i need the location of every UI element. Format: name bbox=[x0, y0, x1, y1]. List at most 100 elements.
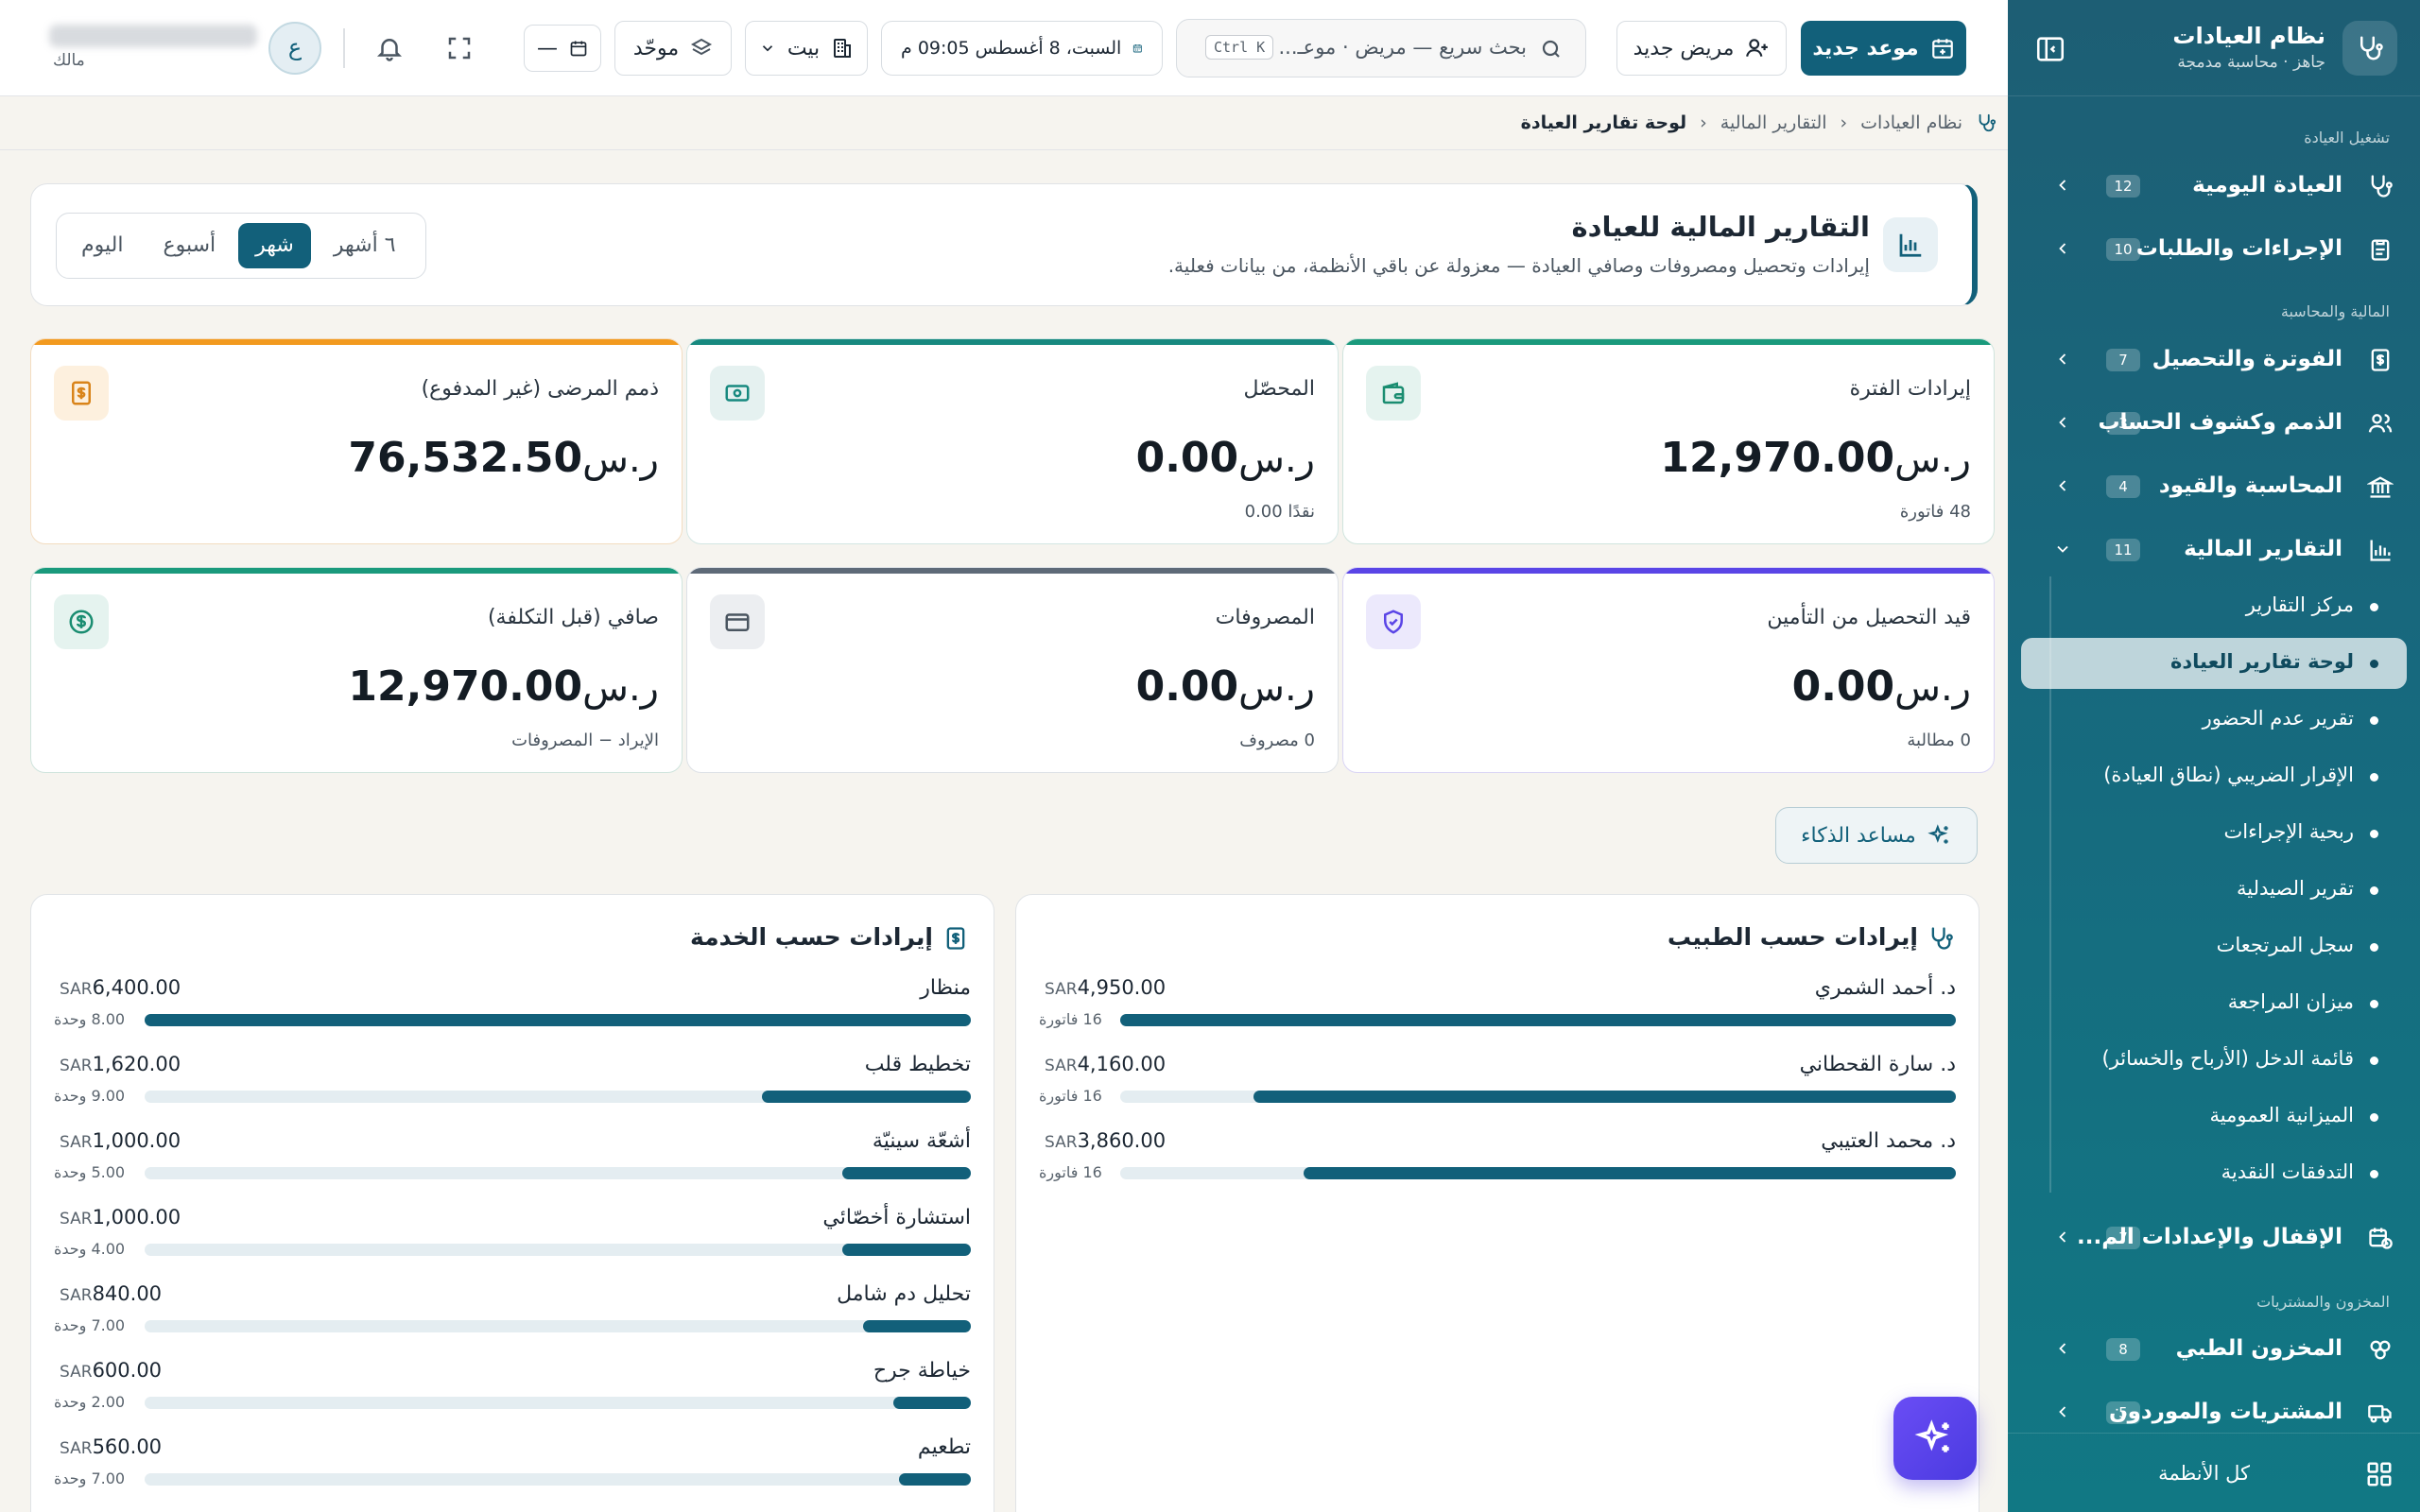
kpi-title: صافي (قبل التكلفة) bbox=[487, 606, 659, 629]
shield-icon bbox=[1366, 594, 1421, 649]
sidebar-item-label: الإقفال والإعدادات الم... bbox=[2077, 1225, 2342, 1249]
user-role: مالك bbox=[53, 51, 85, 70]
row-subtext: 4.00 وحدة bbox=[54, 1240, 126, 1258]
sidebar-item-procedures[interactable]: الإجراءات والطلبات 10 bbox=[2021, 221, 2407, 276]
row-subtext: 9.00 وحدة bbox=[54, 1087, 126, 1105]
sidebar-subitem-returns[interactable]: سجل المرتجعات bbox=[2021, 921, 2407, 972]
datetime-display[interactable]: السبت، 8 أغسطس 09:05 م bbox=[881, 21, 1163, 76]
sidebar-item-financial-reports[interactable]: التقارير المالية 11 bbox=[2021, 522, 2407, 576]
new-patient-button[interactable]: مريض جديد bbox=[1616, 21, 1787, 76]
sidebar-item-label: المشتريات والموردون bbox=[2108, 1400, 2342, 1424]
kpi-accent-bar bbox=[31, 339, 682, 345]
sidebar-item-count: 7 bbox=[2106, 1227, 2140, 1249]
sidebar: نظام العيادات جاهز · محاسبة مدمجة تشغيل … bbox=[2008, 0, 2420, 1512]
chevron-left-icon bbox=[2053, 176, 2072, 195]
bank-icon bbox=[2367, 473, 2394, 500]
sidebar-subitem-pharmacy[interactable]: تقرير الصيدلية bbox=[2021, 865, 2407, 916]
progress-track bbox=[1120, 1014, 1956, 1026]
sidebar-subitem-no-show[interactable]: تقرير عدم الحضور bbox=[2021, 695, 2407, 746]
row-currency: SAR bbox=[60, 1133, 93, 1152]
sidebar-section-finance: المالية والمحاسبة bbox=[2280, 302, 2390, 320]
row-label: د. محمد العتيبي bbox=[1821, 1129, 1956, 1153]
kpi-value: ر.س0.00 bbox=[1792, 662, 1971, 711]
progress-fill bbox=[762, 1091, 971, 1103]
row-label: استشارة أخصّائي bbox=[822, 1206, 971, 1229]
sidebar-subitem-cash-flows[interactable]: التدفقات النقدية bbox=[2021, 1148, 2407, 1199]
sidebar-subitem-label: التدفقات النقدية bbox=[2221, 1160, 2354, 1183]
sidebar-item-billing[interactable]: الفوترة والتحصيل 7 bbox=[2021, 332, 2407, 387]
sidebar-subitem-clinic-dashboard[interactable]: لوحة تقارير العيادة bbox=[2021, 638, 2407, 689]
new-appointment-button[interactable]: موعد جديد bbox=[1801, 21, 1966, 76]
kpi-currency: ر.س bbox=[1238, 438, 1315, 481]
sidebar-subitem-label: مركز التقارير bbox=[2245, 593, 2354, 616]
bullet-dot bbox=[2370, 943, 2378, 952]
avatar[interactable]: ع bbox=[268, 22, 321, 75]
row-currency: SAR bbox=[60, 1210, 93, 1228]
datetime-text: السبت، 8 أغسطس 09:05 م bbox=[901, 38, 1122, 59]
sidebar-subitem-trial-balance[interactable]: ميزان المراجعة bbox=[2021, 978, 2407, 1029]
period-option-week[interactable]: أسبوع bbox=[163, 233, 216, 257]
sidebar-item-label: الإجراءات والطلبات bbox=[2135, 236, 2342, 261]
row-subtext: 8.00 وحدة bbox=[54, 1010, 126, 1028]
row-label: تحليل دم شامل bbox=[837, 1282, 971, 1306]
revenue-row: خياطة جرح SAR600.00 2.00 وحدة bbox=[54, 1359, 971, 1435]
progress-fill bbox=[1253, 1091, 1956, 1103]
kpi-value: ر.س12,970.00 bbox=[348, 662, 659, 711]
all-systems-label: كل الأنظمة bbox=[2158, 1462, 2250, 1485]
row-amount: 1,000.00 bbox=[92, 1206, 182, 1228]
sidebar-item-receivables[interactable]: الذمم وكشوف الحساب 3 bbox=[2021, 395, 2407, 450]
ai-assistant-button[interactable]: مساعد الذكاء bbox=[1775, 807, 1978, 864]
ai-fab-button[interactable] bbox=[1893, 1397, 1977, 1480]
revenue-row: أشعّة سينيّة SAR1,000.00 5.00 وحدة bbox=[54, 1129, 971, 1205]
sidebar-subitem-income-statement[interactable]: قائمة الدخل (الأرباح والخسائر) bbox=[2021, 1035, 2407, 1086]
chevron-left-icon bbox=[2053, 1228, 2072, 1246]
breadcrumb-home[interactable]: نظام العيادات bbox=[1860, 112, 1962, 133]
sidebar-subitem-procedure-profit[interactable]: ربحية الإجراءات bbox=[2021, 808, 2407, 859]
calendar-plus-icon bbox=[1931, 39, 1953, 59]
row-subtext: 7.00 وحدة bbox=[54, 1316, 126, 1334]
breadcrumb-reports[interactable]: التقارير المالية bbox=[1720, 112, 1827, 133]
row-label: منظار bbox=[920, 976, 971, 1000]
kpi-card-patient-receivables: ذمم المرضى (غير المدفوع) ر.س76,532.50 bbox=[30, 338, 683, 544]
sidebar-footer-all-systems[interactable]: كل الأنظمة bbox=[2008, 1433, 2420, 1512]
invoice-icon bbox=[942, 925, 969, 952]
row-currency: SAR bbox=[60, 1057, 93, 1075]
sidebar-item-purchasing[interactable]: المشتريات والموردون 5 bbox=[2021, 1384, 2407, 1439]
sidebar-subitem-balance-sheet[interactable]: الميزانية العمومية bbox=[2021, 1091, 2407, 1143]
bullet-dot bbox=[2370, 830, 2378, 838]
period-option-6months[interactable]: ٦ أشهر bbox=[333, 233, 396, 257]
clipboard-icon bbox=[2367, 236, 2394, 263]
sidebar-item-count: 12 bbox=[2106, 175, 2140, 198]
sidebar-item-closing-settings[interactable]: الإقفال والإعدادات الم... 7 bbox=[2021, 1210, 2407, 1264]
sidebar-subitem-reports-center[interactable]: مركز التقارير bbox=[2021, 581, 2407, 632]
sidebar-collapse-icon[interactable] bbox=[2034, 33, 2066, 65]
sidebar-item-label: المخزون الطبي bbox=[2175, 1336, 2342, 1361]
unified-view-button[interactable]: موحّد bbox=[614, 21, 732, 76]
progress-fill bbox=[842, 1167, 971, 1179]
row-currency: SAR bbox=[60, 980, 93, 999]
kpi-card-insurance-pending: قيد التحصيل من التأمين ر.س0.00 0 مطالبة bbox=[1342, 567, 1995, 773]
topbar-divider bbox=[343, 28, 345, 68]
revenue-row: تحليل دم شامل SAR840.00 7.00 وحدة bbox=[54, 1282, 971, 1358]
sidebar-subitem-tax-return[interactable]: الإقرار الضريبي (نطاق العيادة) bbox=[2021, 751, 2407, 802]
period-option-month[interactable]: شهر bbox=[238, 223, 311, 268]
dollar-icon bbox=[54, 594, 109, 649]
wallet-icon bbox=[1366, 366, 1421, 421]
sidebar-section-clinic-ops: تشغيل العيادة bbox=[2304, 129, 2390, 146]
sidebar-item-accounting[interactable]: المحاسبة والقيود 4 bbox=[2021, 458, 2407, 513]
date-range-button[interactable]: — bbox=[524, 25, 601, 72]
search-input[interactable]: بحث سريع — مريض · موعـ... Ctrl K bbox=[1176, 19, 1586, 77]
sidebar-item-daily-clinic[interactable]: العيادة اليومية 12 bbox=[2021, 158, 2407, 213]
fullscreen-icon[interactable] bbox=[435, 24, 484, 73]
calendar-icon bbox=[570, 41, 587, 57]
branch-select[interactable]: بيت bbox=[745, 21, 868, 76]
progress-track bbox=[145, 1014, 971, 1026]
row-value: SAR4,160.00 bbox=[1039, 1053, 1166, 1075]
period-option-day[interactable]: اليوم bbox=[81, 233, 124, 257]
progress-fill bbox=[1304, 1167, 1956, 1179]
bell-icon[interactable] bbox=[365, 24, 414, 73]
new-appointment-label: موعد جديد bbox=[1812, 36, 1919, 60]
kpi-accent-bar bbox=[687, 339, 1338, 345]
sidebar-item-medical-inventory[interactable]: المخزون الطبي 8 bbox=[2021, 1321, 2407, 1376]
progress-track bbox=[145, 1091, 971, 1103]
